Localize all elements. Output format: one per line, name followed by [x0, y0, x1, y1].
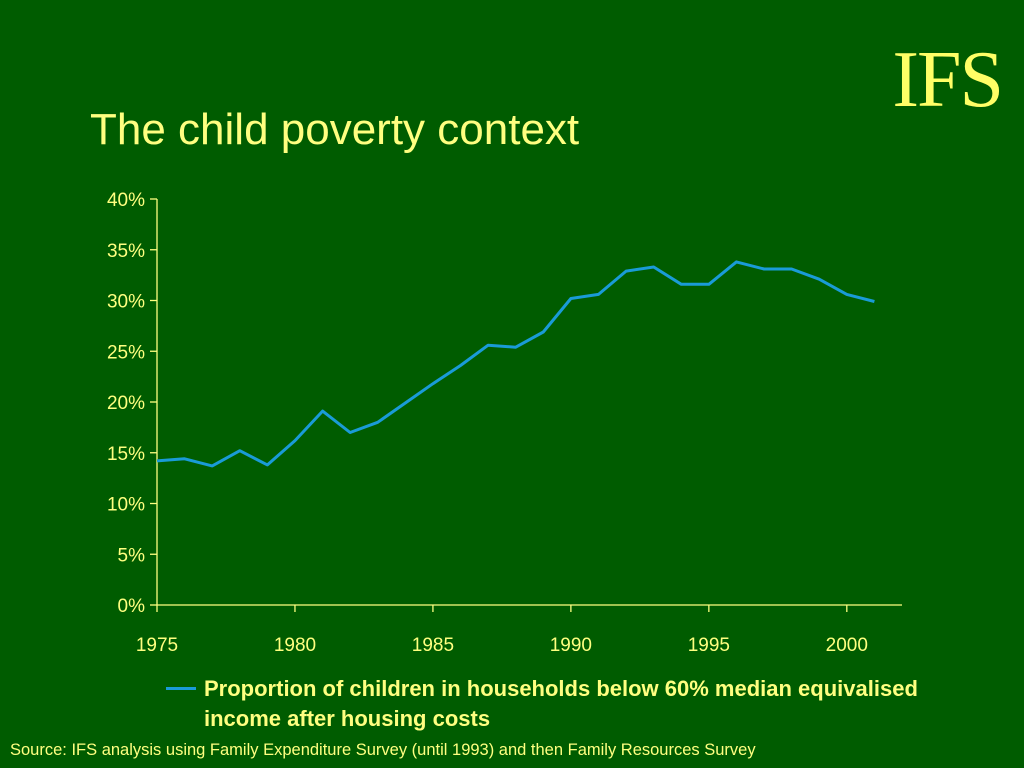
y-tick-label: 35% [107, 241, 145, 262]
x-axis-ticks: 1975 1980 1985 1990 1995 2000 [136, 605, 868, 656]
y-tick-label: 15% [107, 444, 145, 465]
legend-label: Proportion of children in households bel… [204, 676, 918, 731]
chart-axes [156, 199, 902, 606]
chart-series [156, 260, 875, 468]
y-axis-ticks: 0% 5% 10% 15% 20% 25% 30% 35% 40% [107, 190, 157, 617]
y-tick-label: 25% [107, 342, 145, 363]
chart-legend: Proportion of children in households bel… [166, 674, 926, 734]
x-tick-label: 1980 [274, 635, 316, 656]
y-tick-label: 20% [107, 393, 145, 414]
y-tick-label: 0% [118, 596, 146, 617]
ifs-logo: IFS [892, 36, 1004, 124]
x-tick-label: 1975 [136, 635, 178, 656]
series-line [156, 260, 875, 468]
x-tick-label: 1990 [550, 635, 592, 656]
x-tick-label: 2000 [826, 635, 868, 656]
y-tick-label: 5% [118, 545, 146, 566]
y-tick-label: 30% [107, 292, 145, 313]
x-tick-label: 1985 [412, 635, 454, 656]
legend-swatch [166, 687, 196, 690]
x-tick-label: 1995 [688, 635, 730, 656]
y-tick-label: 40% [107, 190, 145, 211]
source-note: Source: IFS analysis using Family Expend… [10, 741, 756, 759]
y-tick-label: 10% [107, 495, 145, 516]
slide-title: The child poverty context [90, 105, 580, 154]
